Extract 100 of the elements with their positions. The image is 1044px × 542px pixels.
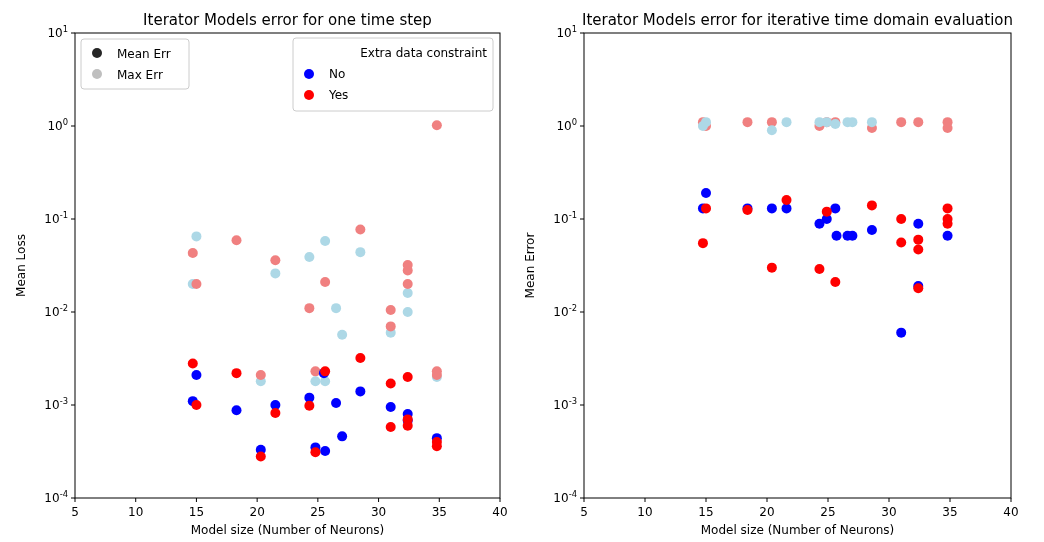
point	[697, 238, 708, 249]
point	[766, 125, 777, 136]
y-axis-title: Mean Error	[523, 232, 537, 299]
point	[255, 451, 266, 462]
point	[701, 188, 711, 199]
point	[831, 230, 842, 241]
y-tick-label: 10$^{-1}$	[553, 210, 577, 226]
point	[355, 386, 366, 397]
point	[320, 277, 331, 288]
legend-label: Yes	[328, 88, 349, 102]
x-tick-label: 5	[580, 505, 588, 519]
point	[913, 218, 924, 229]
point	[385, 422, 396, 432]
point	[942, 203, 953, 214]
point	[781, 117, 792, 128]
point	[866, 225, 877, 236]
point	[355, 353, 366, 364]
point	[385, 321, 396, 332]
point	[270, 268, 281, 279]
point	[766, 203, 777, 214]
annotation: Mean Err	[117, 47, 171, 61]
y-tick-label: 10$^{-4}$	[44, 489, 68, 505]
x-tick-label: 15	[698, 505, 714, 519]
x-tick-label: 25	[820, 505, 836, 519]
point	[331, 398, 342, 409]
point	[402, 307, 413, 317]
point	[896, 237, 907, 248]
y-tick-label: 10$^{1}$	[556, 24, 577, 40]
point	[866, 200, 877, 211]
x-tick-label: 20	[759, 505, 775, 519]
y-tick-label: 10$^{0}$	[556, 117, 577, 133]
y-tick-label: 10$^{1}$	[47, 24, 68, 40]
point	[701, 203, 711, 214]
point	[270, 255, 281, 266]
point	[355, 247, 366, 258]
point	[337, 431, 348, 442]
x-tick-label: 40	[492, 505, 508, 519]
x-tick-label: 20	[249, 505, 265, 519]
point	[191, 231, 202, 242]
x-tick-label: 10	[128, 505, 144, 519]
x-axis-title: Model size (Number of Neurons)	[700, 523, 895, 537]
x-tick-label: 35	[431, 505, 447, 519]
point	[766, 262, 777, 273]
point	[701, 117, 711, 128]
point	[431, 120, 442, 131]
point	[814, 264, 825, 274]
point	[896, 117, 907, 128]
chart-title: Iterator Models error for one time step	[143, 11, 432, 29]
point	[310, 447, 321, 458]
point	[402, 279, 413, 289]
point	[337, 329, 348, 340]
x-tick-label: 25	[310, 505, 326, 519]
point	[304, 252, 315, 263]
point	[402, 372, 413, 382]
point	[231, 235, 242, 246]
point	[781, 195, 792, 206]
x-tick-label: 15	[188, 505, 205, 519]
point	[385, 402, 396, 413]
point	[310, 366, 321, 377]
point	[830, 277, 841, 288]
point	[304, 400, 315, 411]
y-tick-label: 10$^{-1}$	[44, 210, 68, 226]
y-axis-title: Mean Loss	[14, 234, 28, 297]
point	[304, 303, 315, 314]
point	[310, 376, 321, 387]
chart-title: Iterator Models error for iterative time domain evaluation	[581, 11, 1014, 29]
point	[231, 368, 242, 379]
point	[896, 327, 907, 338]
point	[830, 203, 841, 214]
x-tick-label: 30	[881, 505, 897, 519]
point	[270, 408, 281, 419]
x-tick-label: 5	[71, 505, 79, 519]
point	[191, 370, 202, 381]
point	[385, 305, 396, 316]
x-axis-title: Model size (Number of Neurons)	[190, 523, 385, 537]
point	[913, 234, 924, 245]
point	[191, 279, 202, 289]
point	[385, 378, 396, 389]
y-tick-label: 10$^{-2}$	[44, 303, 68, 319]
point	[231, 405, 242, 416]
point	[821, 206, 832, 217]
annotation: Max Err	[117, 68, 163, 82]
point	[913, 117, 924, 128]
point	[913, 244, 924, 255]
point	[320, 446, 331, 457]
point	[187, 248, 198, 259]
x-tick-label: 40	[1003, 505, 1019, 519]
point	[187, 358, 198, 369]
legend-title: Extra data constraint	[360, 46, 488, 60]
x-tick-label: 10	[637, 505, 653, 519]
point	[191, 400, 202, 410]
point	[866, 117, 877, 128]
point	[331, 303, 342, 314]
point	[255, 370, 266, 381]
legend-label: No	[329, 67, 346, 81]
point	[402, 288, 413, 299]
point	[896, 214, 907, 224]
point	[320, 236, 331, 246]
y-tick-label: 10$^{0}$	[47, 117, 68, 133]
y-tick-label: 10$^{-3}$	[44, 396, 68, 412]
